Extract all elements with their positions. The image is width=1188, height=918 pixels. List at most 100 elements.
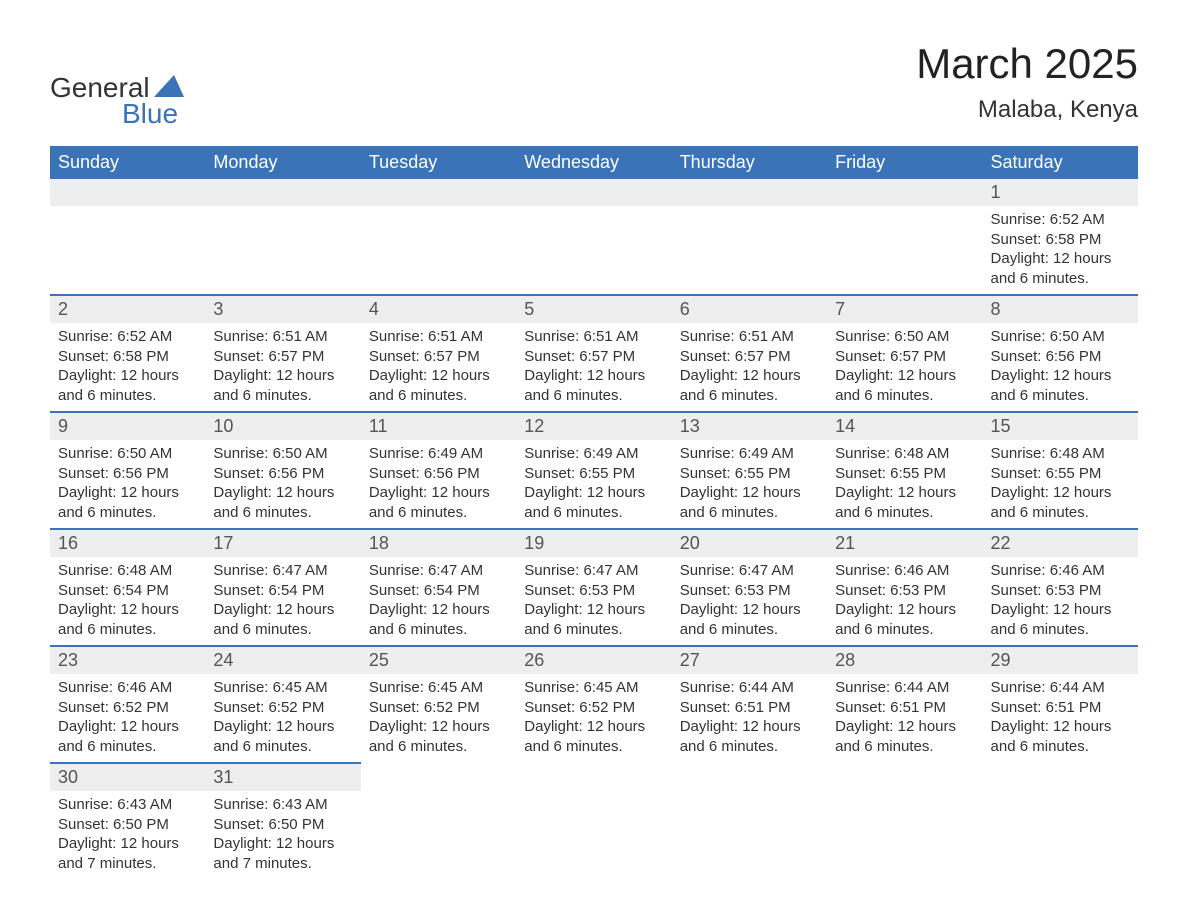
day-daylight2: and 6 minutes.: [524, 503, 663, 523]
day-daylight2: and 6 minutes.: [213, 620, 352, 640]
day-content: Sunrise: 6:51 AMSunset: 6:57 PMDaylight:…: [672, 323, 827, 411]
calendar-week: 23Sunrise: 6:46 AMSunset: 6:52 PMDayligh…: [50, 646, 1138, 763]
calendar-cell: 28Sunrise: 6:44 AMSunset: 6:51 PMDayligh…: [827, 646, 982, 763]
day-sunrise: Sunrise: 6:49 AM: [680, 444, 819, 464]
day-sunrise: Sunrise: 6:50 AM: [58, 444, 197, 464]
day-daylight1: Daylight: 12 hours: [835, 483, 974, 503]
day-daylight2: and 6 minutes.: [58, 737, 197, 757]
calendar-head: SundayMondayTuesdayWednesdayThursdayFrid…: [50, 146, 1138, 179]
day-daylight2: and 6 minutes.: [680, 620, 819, 640]
day-daylight1: Daylight: 12 hours: [991, 366, 1130, 386]
day-number: 16: [50, 530, 205, 557]
day-content: Sunrise: 6:51 AMSunset: 6:57 PMDaylight:…: [361, 323, 516, 411]
day-daylight2: and 6 minutes.: [213, 737, 352, 757]
day-sunset: Sunset: 6:57 PM: [213, 347, 352, 367]
day-sunset: Sunset: 6:56 PM: [369, 464, 508, 484]
day-content: Sunrise: 6:46 AMSunset: 6:53 PMDaylight:…: [983, 557, 1138, 645]
day-sunset: Sunset: 6:52 PM: [524, 698, 663, 718]
day-daylight2: and 6 minutes.: [835, 737, 974, 757]
day-content: Sunrise: 6:49 AMSunset: 6:55 PMDaylight:…: [672, 440, 827, 528]
day-number: 24: [205, 647, 360, 674]
day-daylight2: and 6 minutes.: [835, 386, 974, 406]
calendar-cell: [672, 179, 827, 295]
calendar-cell: 1Sunrise: 6:52 AMSunset: 6:58 PMDaylight…: [983, 179, 1138, 295]
day-number: 17: [205, 530, 360, 557]
day-content: Sunrise: 6:47 AMSunset: 6:54 PMDaylight:…: [205, 557, 360, 645]
day-daylight2: and 6 minutes.: [58, 620, 197, 640]
day-daylight1: Daylight: 12 hours: [680, 483, 819, 503]
day-sunrise: Sunrise: 6:44 AM: [991, 678, 1130, 698]
day-content-empty: [516, 206, 671, 286]
day-daylight2: and 6 minutes.: [524, 620, 663, 640]
day-sunset: Sunset: 6:56 PM: [58, 464, 197, 484]
day-daylight1: Daylight: 12 hours: [524, 600, 663, 620]
day-sunrise: Sunrise: 6:45 AM: [213, 678, 352, 698]
day-content: Sunrise: 6:50 AMSunset: 6:57 PMDaylight:…: [827, 323, 982, 411]
day-daylight2: and 6 minutes.: [58, 503, 197, 523]
day-sunset: Sunset: 6:53 PM: [680, 581, 819, 601]
day-daylight1: Daylight: 12 hours: [58, 834, 197, 854]
day-sunrise: Sunrise: 6:48 AM: [58, 561, 197, 581]
day-number: 2: [50, 296, 205, 323]
day-daylight2: and 6 minutes.: [835, 503, 974, 523]
calendar-cell: 13Sunrise: 6:49 AMSunset: 6:55 PMDayligh…: [672, 412, 827, 529]
day-sunset: Sunset: 6:52 PM: [58, 698, 197, 718]
day-sunrise: Sunrise: 6:47 AM: [213, 561, 352, 581]
calendar-cell: [361, 763, 516, 879]
day-number: 12: [516, 413, 671, 440]
day-sunrise: Sunrise: 6:45 AM: [369, 678, 508, 698]
day-daylight1: Daylight: 12 hours: [991, 249, 1130, 269]
day-number: 23: [50, 647, 205, 674]
day-daylight2: and 6 minutes.: [991, 503, 1130, 523]
day-sunrise: Sunrise: 6:48 AM: [835, 444, 974, 464]
day-daylight2: and 6 minutes.: [213, 503, 352, 523]
calendar-cell: 29Sunrise: 6:44 AMSunset: 6:51 PMDayligh…: [983, 646, 1138, 763]
day-sunset: Sunset: 6:51 PM: [835, 698, 974, 718]
day-content: Sunrise: 6:47 AMSunset: 6:54 PMDaylight:…: [361, 557, 516, 645]
day-number: 25: [361, 647, 516, 674]
day-number: 26: [516, 647, 671, 674]
day-daylight2: and 6 minutes.: [58, 386, 197, 406]
day-daylight2: and 6 minutes.: [680, 386, 819, 406]
day-number: 5: [516, 296, 671, 323]
day-sunset: Sunset: 6:56 PM: [213, 464, 352, 484]
day-daylight2: and 6 minutes.: [524, 737, 663, 757]
calendar-cell: 2Sunrise: 6:52 AMSunset: 6:58 PMDaylight…: [50, 295, 205, 412]
day-daylight1: Daylight: 12 hours: [58, 483, 197, 503]
day-daylight2: and 6 minutes.: [369, 503, 508, 523]
day-sunrise: Sunrise: 6:47 AM: [524, 561, 663, 581]
day-daylight1: Daylight: 12 hours: [369, 717, 508, 737]
day-daylight1: Daylight: 12 hours: [369, 600, 508, 620]
calendar-cell: [516, 763, 671, 879]
day-content: Sunrise: 6:45 AMSunset: 6:52 PMDaylight:…: [516, 674, 671, 762]
day-sunrise: Sunrise: 6:46 AM: [991, 561, 1130, 581]
day-sunrise: Sunrise: 6:43 AM: [58, 795, 197, 815]
day-daylight1: Daylight: 12 hours: [213, 366, 352, 386]
calendar-cell: [516, 179, 671, 295]
day-daylight1: Daylight: 12 hours: [991, 600, 1130, 620]
day-number: 7: [827, 296, 982, 323]
calendar-cell: 16Sunrise: 6:48 AMSunset: 6:54 PMDayligh…: [50, 529, 205, 646]
day-sunrise: Sunrise: 6:43 AM: [213, 795, 352, 815]
day-content: Sunrise: 6:48 AMSunset: 6:55 PMDaylight:…: [983, 440, 1138, 528]
calendar-cell: 9Sunrise: 6:50 AMSunset: 6:56 PMDaylight…: [50, 412, 205, 529]
logo: General Blue: [50, 72, 184, 130]
weekday-row: SundayMondayTuesdayWednesdayThursdayFrid…: [50, 146, 1138, 179]
day-number-empty: [50, 179, 205, 206]
day-daylight1: Daylight: 12 hours: [213, 717, 352, 737]
day-sunrise: Sunrise: 6:47 AM: [369, 561, 508, 581]
day-daylight1: Daylight: 12 hours: [680, 366, 819, 386]
day-content: Sunrise: 6:50 AMSunset: 6:56 PMDaylight:…: [205, 440, 360, 528]
day-sunrise: Sunrise: 6:44 AM: [835, 678, 974, 698]
day-daylight1: Daylight: 12 hours: [58, 600, 197, 620]
weekday-header: Saturday: [983, 146, 1138, 179]
day-daylight2: and 6 minutes.: [213, 386, 352, 406]
day-sunrise: Sunrise: 6:46 AM: [835, 561, 974, 581]
day-sunrise: Sunrise: 6:50 AM: [991, 327, 1130, 347]
day-number: 14: [827, 413, 982, 440]
weekday-header: Thursday: [672, 146, 827, 179]
day-sunset: Sunset: 6:55 PM: [835, 464, 974, 484]
calendar-cell: 3Sunrise: 6:51 AMSunset: 6:57 PMDaylight…: [205, 295, 360, 412]
header-row: General Blue March 2025 Malaba, Kenya: [50, 40, 1138, 130]
weekday-header: Sunday: [50, 146, 205, 179]
